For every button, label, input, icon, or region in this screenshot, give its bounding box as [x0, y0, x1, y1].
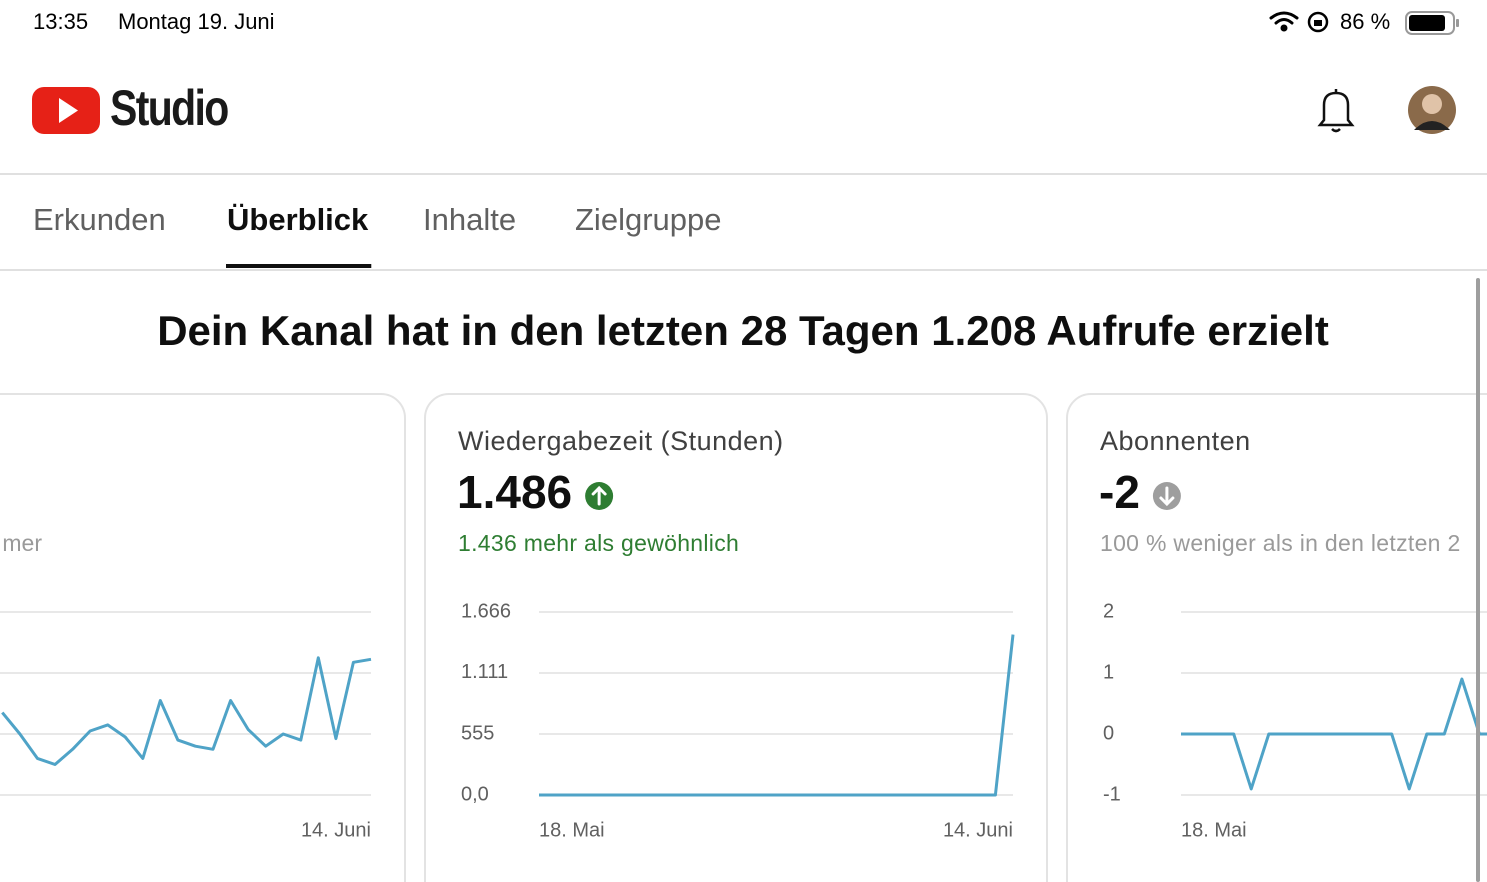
card-carousel: mer 14. Juni Wiedergabezeit (Stunden) 1.486… [0, 393, 1487, 882]
scrollbar [1476, 278, 1480, 882]
tab[interactable]: Zielgruppe [575, 202, 721, 237]
logo-text: Studio [110, 80, 228, 136]
x-axis-label: 14. Juni [943, 819, 1013, 841]
tab[interactable]: Inhalte [423, 202, 516, 237]
trend-arrow [1159, 486, 1175, 507]
notifications-button[interactable] [1317, 89, 1355, 133]
y-tick-label: 555 [461, 722, 494, 744]
card-value: 1.486 [457, 466, 572, 518]
card-note: mer [2, 530, 42, 556]
rotation-lock-icon [1307, 11, 1329, 33]
avatar[interactable] [1408, 86, 1456, 134]
status-time: 13:35 [33, 9, 88, 34]
metric-card[interactable]: Wiedergabezeit (Stunden) 1.486 1.436 mehr … [424, 393, 1048, 882]
y-tick-label: -1 [1103, 783, 1121, 805]
tab[interactable]: Erkunden [33, 202, 166, 237]
headline: Dein Kanal hat in den letzten 28 Tagen 1… [157, 307, 1329, 354]
y-tick-label: 0,0 [461, 783, 489, 805]
tab-bar: Erkunden Überblick Inhalte Zielgruppe [33, 202, 721, 268]
metric-card[interactable]: mer 14. Juni [0, 393, 406, 882]
logo[interactable]: Studio [32, 80, 230, 136]
wifi-icon [1269, 11, 1299, 32]
y-tick-label: 1.666 [461, 600, 511, 622]
card-note: 100 % weniger als in den letzten 2 [1100, 530, 1461, 556]
logo-play [59, 98, 78, 123]
card-title: Abonnenten [1100, 426, 1251, 456]
y-tick-label: 2 [1103, 600, 1114, 622]
card-background [0, 393, 406, 882]
card-background [424, 393, 1048, 882]
status-date: Montag 19. Juni [118, 9, 275, 34]
x-axis-label: 14. Juni [301, 819, 371, 841]
y-tick-label: 1 [1103, 661, 1114, 683]
tab[interactable]: Überblick [227, 202, 369, 237]
metric-card[interactable]: Abonnenten -2 100 % weniger als in den let… [1066, 393, 1487, 882]
battery-icon [1405, 11, 1459, 35]
card-value: -2 [1099, 466, 1140, 518]
data-line [539, 634, 1015, 797]
battery-percent: 86 % [1340, 9, 1390, 34]
data-line [1, 656, 372, 766]
trend-icon [1152, 482, 1181, 510]
tab-indicator [226, 264, 372, 268]
data-line [1181, 677, 1487, 791]
trend-icon [585, 482, 614, 510]
trend-arrow [591, 485, 607, 506]
card-title: Wiedergabezeit (Stunden) [458, 426, 784, 456]
y-tick-label: 0 [1103, 722, 1114, 744]
card-background [1066, 393, 1487, 882]
y-tick-label: 1.111 [461, 661, 508, 683]
card-note: 1.436 mehr als gewöhnlich [458, 530, 739, 556]
x-axis-label: 18. Mai [1181, 819, 1247, 841]
x-axis-label: 18. Mai [539, 819, 605, 841]
